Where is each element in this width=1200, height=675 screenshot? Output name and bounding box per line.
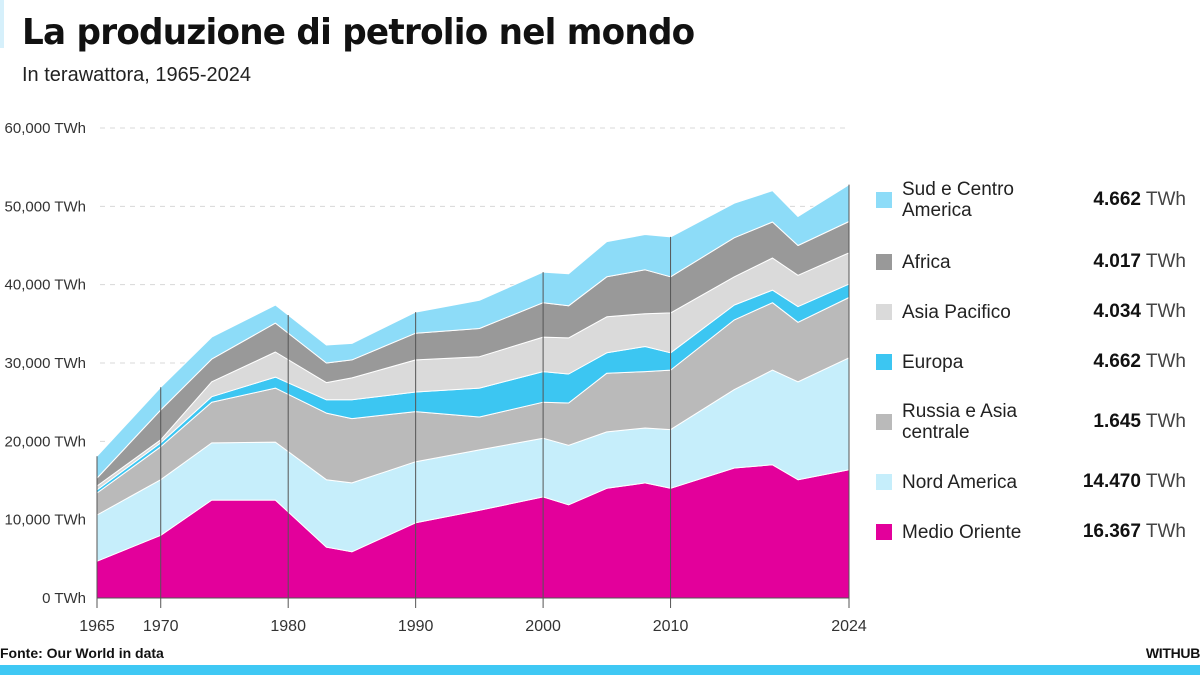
legend-value-number: 4.017: [1093, 251, 1141, 272]
legend-item: Europa 4.662 TWh: [876, 340, 1186, 384]
legend-swatch: [876, 192, 892, 208]
y-tick-label: 0 TWh: [42, 590, 86, 607]
legend-value-unit: TWh: [1140, 411, 1186, 432]
legend-label: Europa: [902, 351, 964, 373]
legend-value-unit: TWh: [1140, 251, 1186, 272]
legend-value: 1.645 TWh: [1093, 411, 1186, 433]
y-tick-label: 60,000 TWh: [5, 120, 86, 137]
area-layers: [96, 184, 850, 599]
chart-subtitle: In terawattora, 1965-2024: [22, 64, 252, 86]
legend-item: Africa 4.017 TWh: [876, 240, 1186, 284]
x-tick-label: 1970: [143, 618, 179, 635]
legend-value-number: 4.662: [1093, 189, 1141, 210]
x-tick-label: 2000: [525, 618, 561, 635]
bottom-accent-bar: [0, 665, 1200, 675]
accent-strip: [0, 0, 4, 48]
legend-value-number: 1.645: [1093, 411, 1141, 432]
legend-value: 16.367 TWh: [1083, 521, 1186, 543]
legend-value: 4.662 TWh: [1093, 189, 1186, 211]
y-tick-label: 20,000 TWh: [5, 433, 86, 450]
y-tick-label: 30,000 TWh: [5, 355, 86, 372]
legend-label: Russia e Asia centrale: [902, 401, 1018, 443]
y-tick-label: 50,000 TWh: [5, 198, 86, 215]
legend-swatch: [876, 414, 892, 430]
legend-swatch: [876, 254, 892, 270]
legend-value-number: 14.470: [1082, 471, 1141, 492]
x-axis: 1965 1970 1980 1990 2000 2010 2024: [79, 597, 867, 635]
brand-logo: WITHUB: [1145, 645, 1200, 661]
legend-label: Nord America: [902, 471, 1018, 493]
legend-value-unit: TWh: [1140, 351, 1186, 372]
legend-item: Medio Oriente 16.367 TWh: [876, 510, 1186, 554]
legend-value: 14.470 TWh: [1083, 471, 1186, 493]
legend-value: 4.034 TWh: [1093, 301, 1186, 323]
legend-label: Asia Pacifico: [902, 301, 1011, 323]
legend-value-number: 16.367: [1082, 521, 1141, 542]
legend-label: Sud e Centro America: [902, 179, 1014, 221]
decade-lines: [96, 184, 850, 608]
legend-swatch: [876, 304, 892, 320]
legend-item: Asia Pacifico 4.034 TWh: [876, 290, 1186, 334]
legend-item: Sud e Centro America 4.662 TWh: [876, 178, 1186, 222]
source-note: Fonte: Our World in data: [0, 645, 164, 661]
x-tick-label: 2010: [653, 618, 689, 635]
y-tick-label: 40,000 TWh: [5, 277, 86, 294]
x-tick-label: 1965: [79, 618, 115, 635]
x-tick-label: 2024: [831, 618, 867, 635]
legend-value-unit: TWh: [1140, 471, 1186, 492]
legend-swatch: [876, 474, 892, 490]
legend-value-unit: TWh: [1140, 301, 1186, 322]
legend-value-number: 4.034: [1093, 301, 1141, 322]
legend-item: Nord America 14.470 TWh: [876, 460, 1186, 504]
x-tick-label: 1980: [270, 618, 306, 635]
legend-value-unit: TWh: [1140, 521, 1186, 542]
y-tick-label: 10,000 TWh: [5, 512, 86, 529]
legend-value: 4.017 TWh: [1093, 251, 1186, 273]
legend-swatch: [876, 524, 892, 540]
legend-label: Africa: [902, 251, 951, 273]
legend-value: 4.662 TWh: [1093, 351, 1186, 373]
legend-swatch: [876, 354, 892, 370]
legend-value-number: 4.662: [1093, 351, 1141, 372]
legend-value-unit: TWh: [1140, 189, 1186, 210]
x-tick-label: 1990: [398, 618, 434, 635]
chart-title: La produzione di petrolio nel mondo: [22, 12, 695, 53]
legend-item: Russia e Asia centrale 1.645 TWh: [876, 400, 1186, 444]
y-axis: 0 TWh 10,000 TWh 20,000 TWh 30,000 TWh 40,00…: [5, 120, 86, 607]
legend-label: Medio Oriente: [902, 521, 1022, 543]
